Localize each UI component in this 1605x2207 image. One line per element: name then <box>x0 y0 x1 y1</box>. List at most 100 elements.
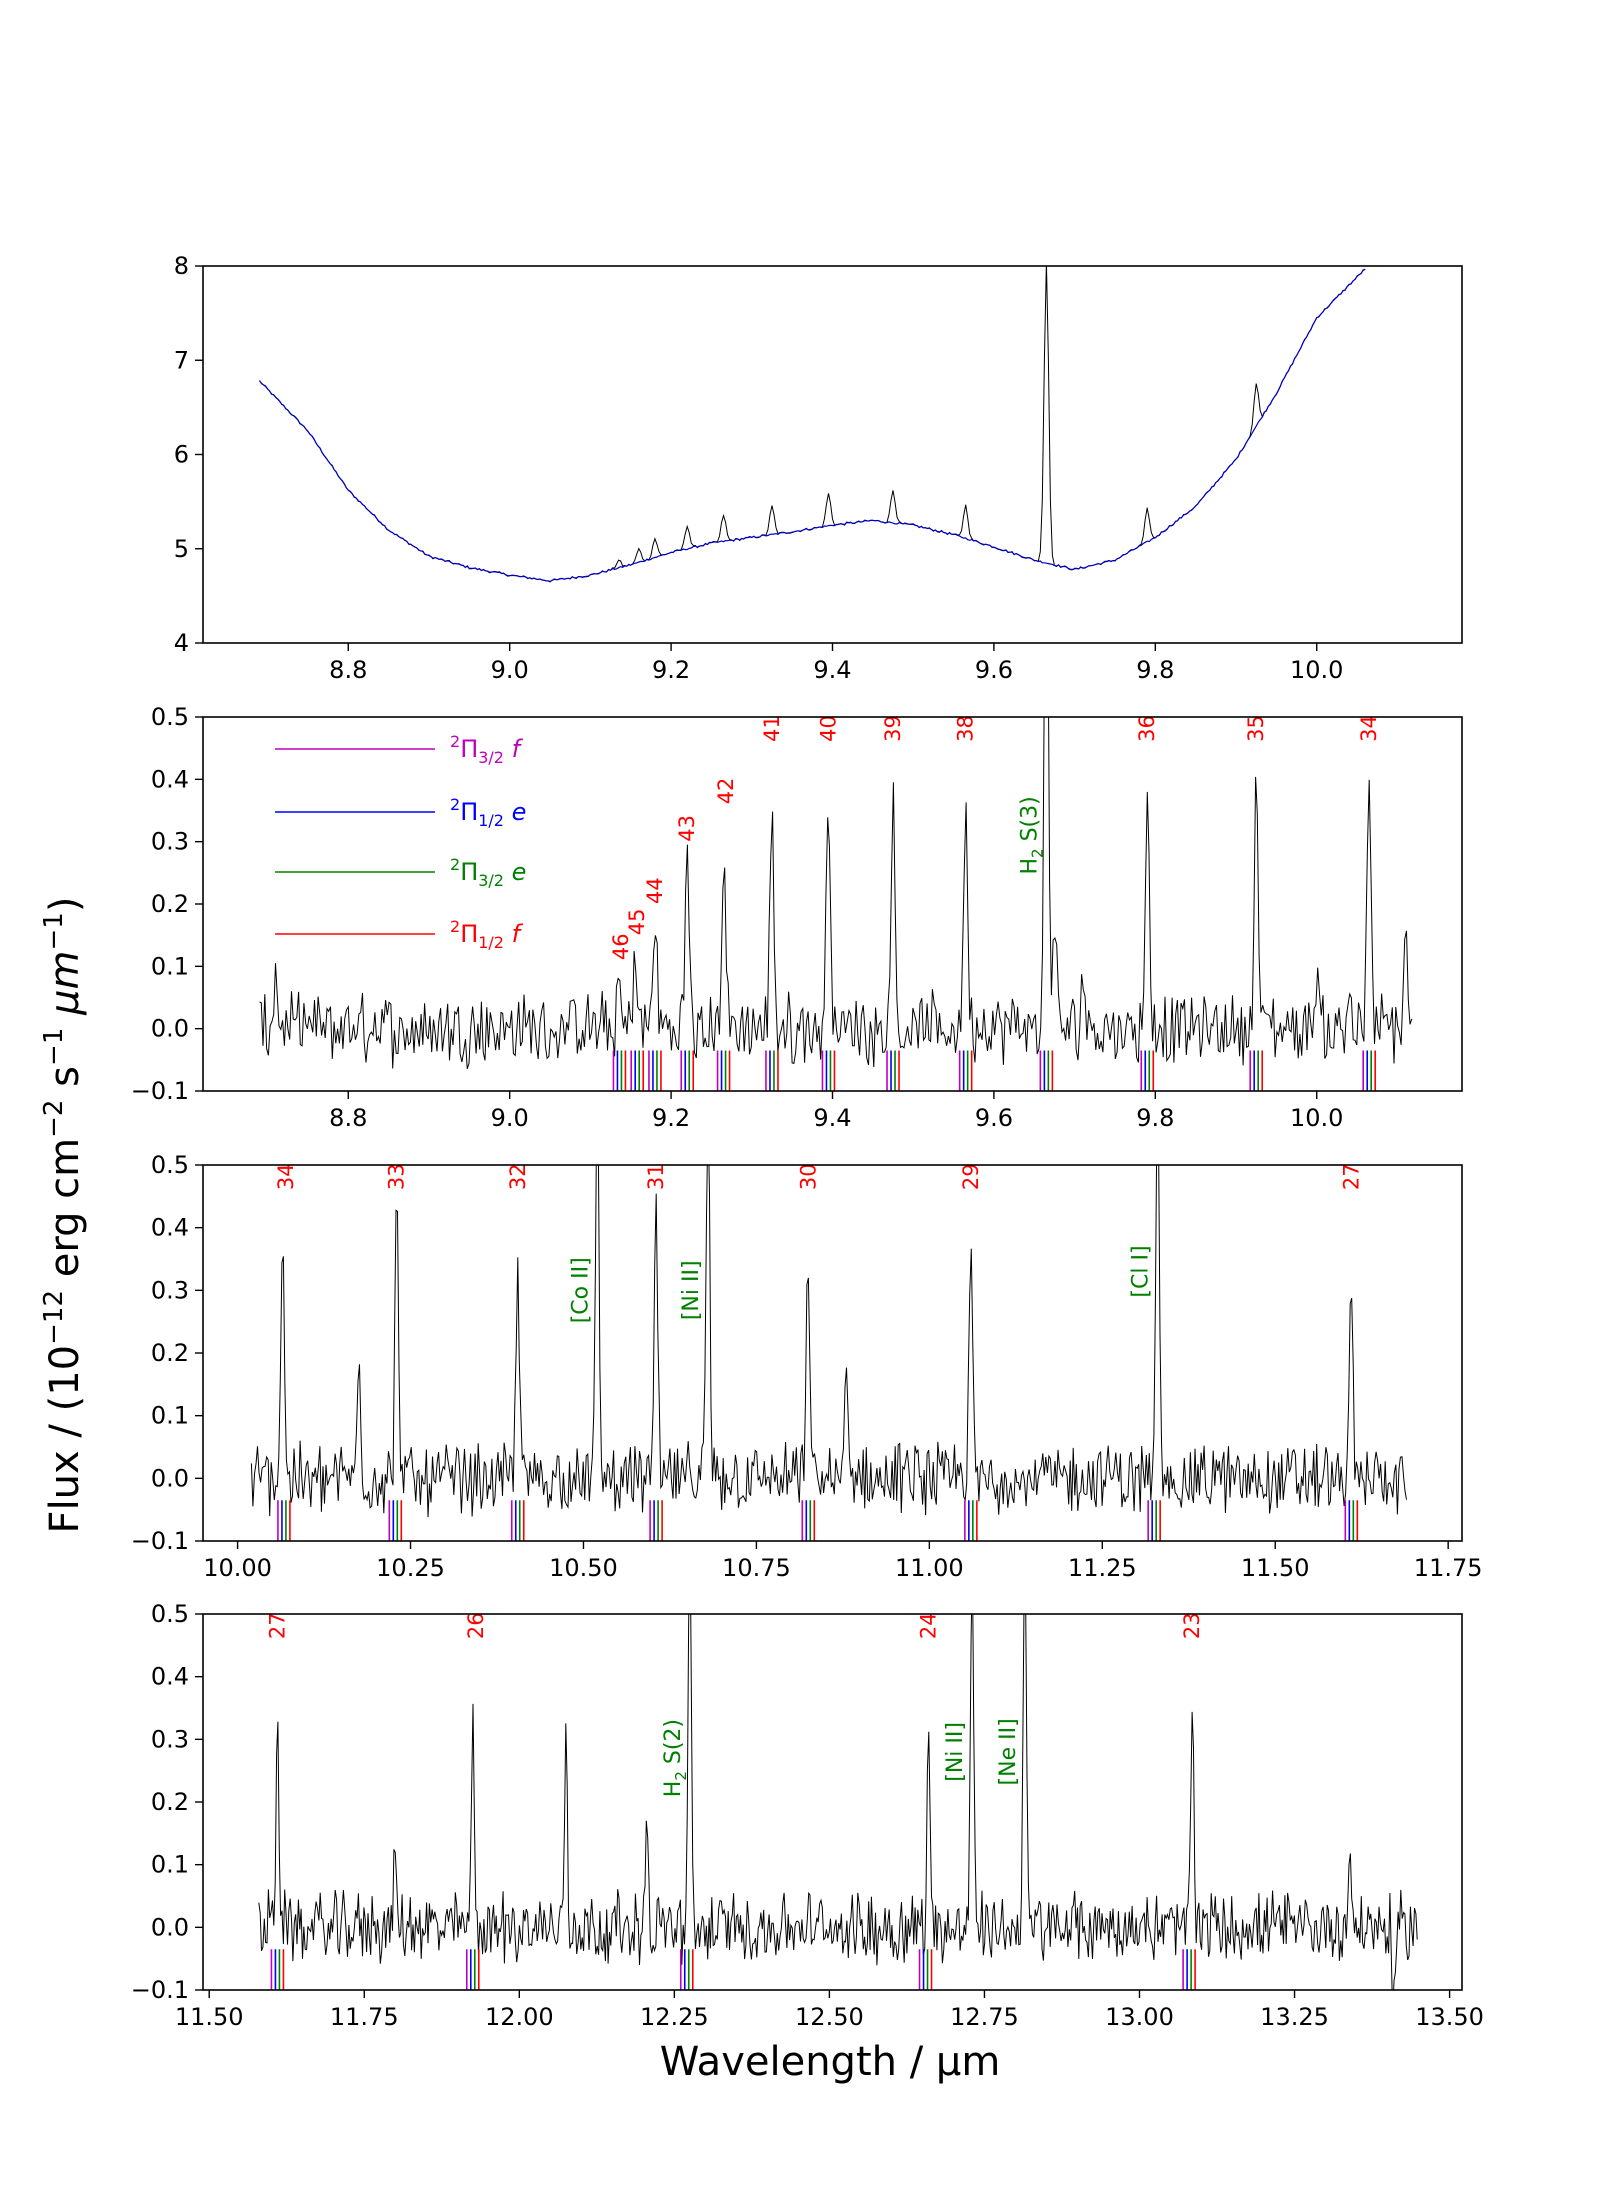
x-tick-label-10_75: 10.75 <box>722 1554 791 1582</box>
j-label-36: 36 <box>1135 715 1159 742</box>
x-tick-label-10_5: 10.50 <box>549 1554 618 1582</box>
legend-label-2: 2Π3/2 e <box>450 855 526 890</box>
atomic-line-label-2: [Ne II] <box>996 1718 1021 1785</box>
y-tick-label-0: 0.0 <box>151 1913 189 1941</box>
j-label-33: 33 <box>385 1163 409 1190</box>
x-tick-label-11_5: 11.50 <box>175 2003 244 2031</box>
x-tick-label-8_8: 8.8 <box>329 1104 367 1132</box>
x-tick-label-9: 9.0 <box>491 1104 529 1132</box>
y-tick-label-0_3: 0.3 <box>151 828 189 856</box>
axes-frame-4 <box>202 1613 1463 1991</box>
x-tick-label-9_2: 9.2 <box>652 1104 690 1132</box>
y-tick-label-7: 7 <box>174 346 189 374</box>
j-label-26: 26 <box>464 1612 488 1639</box>
j-label-29: 29 <box>959 1163 983 1190</box>
legend-label-3: 2Π1/2 f <box>450 917 524 952</box>
j-label-44: 44 <box>643 877 667 904</box>
x-tick-label-9_8: 9.8 <box>1136 1104 1174 1132</box>
x-tick-label-13: 13.00 <box>1105 2003 1174 2031</box>
legend-label-1: 2Π1/2 e <box>450 795 526 830</box>
plot-area-2 <box>259 717 1413 1091</box>
atomic-line-label-0: H2 S(3) <box>1017 796 1046 874</box>
j-label-39: 39 <box>881 715 905 742</box>
x-tick-label-12_25: 12.25 <box>640 2003 709 2031</box>
atomic-line-label-0: [Co II] <box>568 1257 593 1323</box>
atomic-line-label-1: [Ni II] <box>679 1260 704 1320</box>
j-label-42: 42 <box>714 778 738 805</box>
y-tick-label-0_4: 0.4 <box>151 765 189 793</box>
y-tick-label-0_1: 0.1 <box>151 1402 189 1430</box>
y-tick-label-0_1: 0.1 <box>151 1851 189 1879</box>
y-tick-label-0_1: 0.1 <box>151 952 189 980</box>
y-tick-label-6: 6 <box>174 441 189 469</box>
j-label-23: 23 <box>1180 1612 1204 1639</box>
x-tick-label-11_75: 11.75 <box>330 2003 399 2031</box>
j-label-41: 41 <box>760 715 784 742</box>
y-tick-label-0_2: 0.2 <box>151 1339 189 1367</box>
j-label-24: 24 <box>917 1612 941 1639</box>
x-tick-label-9: 9.0 <box>491 656 529 684</box>
j-label-34: 34 <box>274 1163 298 1190</box>
x-tick-label-9_8: 9.8 <box>1136 656 1174 684</box>
observed-spectrum-line <box>259 266 1366 583</box>
j-label-40: 40 <box>817 715 841 742</box>
legend-label-0: 2Π3/2 f <box>450 732 524 767</box>
y-tick-label-0_4: 0.4 <box>151 1663 189 1691</box>
y-tick-label-m0_1: −0.1 <box>131 1527 189 1555</box>
y-tick-label-0_2: 0.2 <box>151 890 189 918</box>
y-tick-label-0_3: 0.3 <box>151 1276 189 1304</box>
plot-area-3 <box>250 1165 1407 1541</box>
y-tick-label-0_3: 0.3 <box>151 1725 189 1753</box>
j-label-27: 27 <box>1339 1163 1363 1190</box>
x-tick-label-9_6: 9.6 <box>975 656 1013 684</box>
atomic-line-label-1: [Ni II] <box>943 1722 968 1782</box>
transition-ticks <box>612 1050 1376 1091</box>
atomic-line-label-0: H2 S(2) <box>661 1719 690 1797</box>
y-tick-label-8: 8 <box>174 252 189 280</box>
x-tick-label-12_75: 12.75 <box>950 2003 1019 2031</box>
x-tick-label-13_25: 13.25 <box>1260 2003 1329 2031</box>
plot-area-4 <box>258 1614 1418 1990</box>
j-label-38: 38 <box>954 715 978 742</box>
x-tick-label-9_4: 9.4 <box>813 656 851 684</box>
transition-ticks <box>277 1500 1359 1541</box>
x-tick-label-12_5: 12.50 <box>795 2003 864 2031</box>
j-label-34: 34 <box>1357 715 1381 742</box>
j-label-30: 30 <box>796 1163 820 1190</box>
panel-1: 8.8 9.0 9.2 9.4 9.6 9.8 10.0 4 5 6 7 8 <box>174 252 1463 684</box>
y-tick-label-0: 0.0 <box>151 1464 189 1492</box>
x-tick-label-10: 10.0 <box>1290 1104 1343 1132</box>
residual-spectrum-line <box>258 1614 1418 1990</box>
y-tick-label-0_5: 0.5 <box>151 703 189 731</box>
continuum-fit-line <box>259 268 1366 583</box>
x-tick-label-10_25: 10.25 <box>376 1554 445 1582</box>
x-tick-label-11_25: 11.25 <box>1068 1554 1137 1582</box>
x-tick-label-9_2: 9.2 <box>652 656 690 684</box>
panel-4: 27 26 24 23 H2 S(2) [Ni II] [Ne II] 11.50 11.75 1… <box>131 1600 1484 2031</box>
residual-spectrum-line <box>250 1165 1407 1518</box>
y-tick-label-m0_1: −0.1 <box>131 1976 189 2004</box>
x-tick-label-11_5: 11.50 <box>1241 1554 1310 1582</box>
x-tick-label-9_4: 9.4 <box>813 1104 851 1132</box>
y-tick-label-0_5: 0.5 <box>151 1600 189 1628</box>
panel-3: 34 33 32 31 30 29 27 [Co II] [Ni II] [Cl I] 10.00 1… <box>131 1151 1483 1582</box>
x-tick-label-12: 12.00 <box>485 2003 554 2031</box>
residual-spectrum-line <box>259 717 1413 1069</box>
x-tick-label-8_8: 8.8 <box>329 656 367 684</box>
legend: 2Π3/2 f 2Π1/2 e 2Π3/2 e 2Π1/2 f <box>275 732 526 952</box>
j-label-46: 46 <box>609 933 633 960</box>
y-tick-label-0_4: 0.4 <box>151 1214 189 1242</box>
x-axis-label: Wavelength / μm <box>660 2039 1001 2085</box>
x-tick-label-10: 10.00 <box>203 1554 272 1582</box>
atomic-line-label-2: [Cl I] <box>1129 1245 1154 1297</box>
x-tick-label-11_75: 11.75 <box>1414 1554 1483 1582</box>
y-tick-label-5: 5 <box>174 535 189 563</box>
y-axis-label: Flux / (10−12 erg cm−2 s−1 μm−1) <box>39 897 88 1534</box>
y-tick-label-m0_1: −0.1 <box>131 1077 189 1105</box>
y-tick-label-0_5: 0.5 <box>151 1151 189 1179</box>
j-label-43: 43 <box>675 815 699 842</box>
axes-frame-1 <box>202 265 1463 644</box>
